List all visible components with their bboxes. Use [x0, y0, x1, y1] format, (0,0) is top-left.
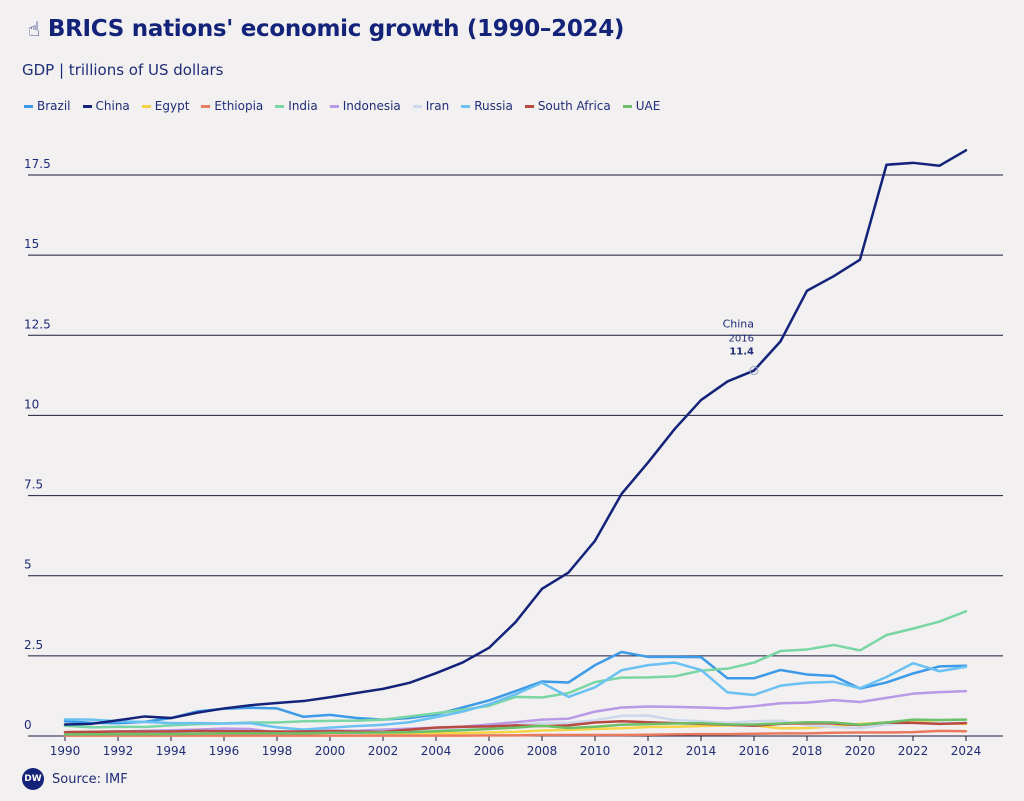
- y-tick-label: 0: [24, 718, 32, 732]
- x-tick-label: 2004: [421, 744, 452, 758]
- legend-item-indonesia: Indonesia: [329, 99, 401, 113]
- legend-label: Ethiopia: [214, 99, 264, 113]
- x-tick-label: 2020: [845, 744, 876, 758]
- x-tick-label: 1996: [209, 744, 240, 758]
- y-tick-label: 7.5: [24, 478, 43, 492]
- legend-item-brazil: Brazil: [24, 99, 71, 113]
- x-tick-label: 2022: [898, 744, 929, 758]
- dw-logo: DW: [22, 768, 44, 790]
- x-tick-label: 2010: [580, 744, 611, 758]
- legend-swatch: [329, 104, 339, 108]
- legend-label: Iran: [425, 99, 450, 113]
- series-line-uae: [63, 718, 968, 736]
- x-tick-label: 2018: [792, 744, 823, 758]
- x-tick-label: 2024: [951, 744, 982, 758]
- legend-swatch: [524, 104, 534, 108]
- legend-item-ethiopia: Ethiopia: [201, 99, 263, 113]
- legend-label: UAE: [635, 99, 661, 113]
- annotation-value: 11.4: [729, 347, 754, 358]
- annotation-series: China: [723, 318, 754, 331]
- legend-item-russia: Russia: [461, 99, 513, 113]
- y-tick-label: 10: [24, 397, 39, 411]
- x-tick-label: 2016: [739, 744, 770, 758]
- x-tick-label: 2000: [315, 744, 346, 758]
- legend-swatch: [201, 104, 211, 108]
- x-tick-label: 2014: [686, 744, 717, 758]
- hand-pointer-icon: ☝: [28, 17, 40, 41]
- source-footer: DW Source: IMF: [22, 768, 128, 790]
- series-line-russia: [63, 661, 968, 731]
- chart-legend: Brazil China Egypt Ethiopia India Indonesia Ir…: [24, 99, 660, 113]
- legend-label: Russia: [474, 99, 513, 113]
- x-tick-label: 2012: [633, 744, 664, 758]
- chart-title: ☝ BRICS nations' economic growth (1990–2…: [28, 16, 624, 42]
- y-tick-label: 17.5: [24, 157, 51, 171]
- legend-swatch: [275, 104, 285, 108]
- legend-item-south-africa: South Africa: [524, 99, 611, 113]
- legend-item-egypt: Egypt: [141, 99, 190, 113]
- annotation-year: 2016: [729, 334, 754, 345]
- legend-label: South Africa: [537, 99, 611, 113]
- legend-item-iran: Iran: [412, 99, 450, 113]
- chart-subtitle: GDP | trillions of US dollars: [22, 61, 224, 79]
- legend-swatch: [141, 104, 151, 108]
- series-line-indonesia: [63, 689, 968, 735]
- y-tick-label: 15: [24, 237, 39, 251]
- legend-swatch: [622, 104, 632, 108]
- legend-label: Indonesia: [342, 99, 401, 113]
- x-tick-label: 2008: [527, 744, 558, 758]
- legend-item-uae: UAE: [622, 99, 661, 113]
- legend-label: China: [95, 99, 130, 113]
- y-tick-label: 5: [24, 558, 32, 572]
- legend-item-india: India: [275, 99, 318, 113]
- chart-title-text: BRICS nations' economic growth (1990–202…: [47, 16, 625, 42]
- x-tick-label: 2002: [368, 744, 399, 758]
- legend-item-china: China: [82, 99, 130, 113]
- series-line-ethiopia: [63, 729, 968, 737]
- legend-swatch: [461, 104, 471, 108]
- x-tick-label: 1998: [262, 744, 293, 758]
- legend-swatch: [82, 104, 92, 108]
- x-tick-label: 1992: [103, 744, 134, 758]
- annotation-marker: [749, 366, 759, 376]
- source-text: Source: IMF: [52, 771, 128, 787]
- legend-label: Egypt: [154, 99, 190, 113]
- x-tick-label: 1994: [156, 744, 187, 758]
- x-tick-label: 2006: [474, 744, 505, 758]
- legend-label: Brazil: [37, 99, 71, 113]
- legend-swatch: [412, 104, 422, 108]
- legend-swatch: [24, 104, 33, 108]
- x-tick-label: 1990: [50, 744, 81, 758]
- series-line-china: [63, 149, 968, 726]
- y-tick-label: 2.5: [24, 638, 43, 652]
- legend-label: India: [288, 99, 318, 113]
- y-tick-label: 12.5: [24, 317, 51, 331]
